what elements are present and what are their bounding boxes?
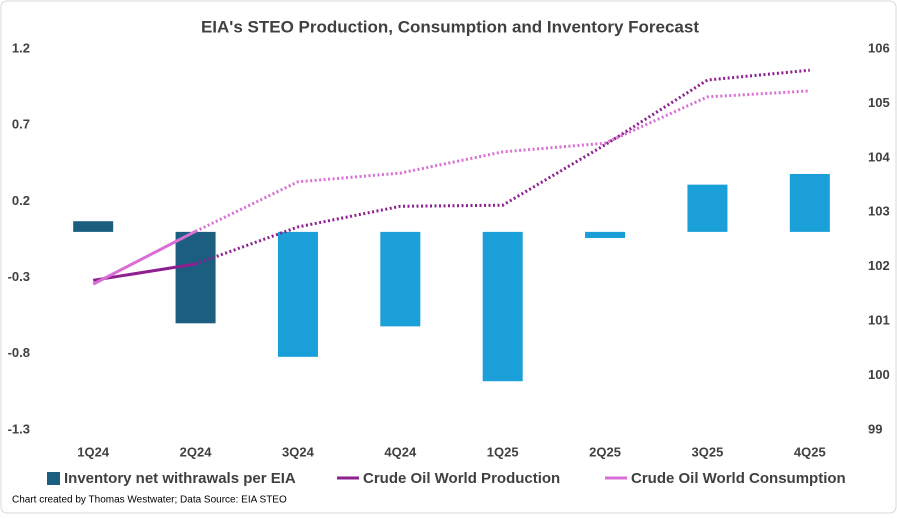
bar [482,231,523,382]
y2-tick-label: 102 [868,258,890,273]
bar [73,221,114,232]
legend-label: Inventory net withrawals per EIA [64,470,296,487]
x-tick-label: 1Q24 [77,444,110,459]
chart-title: EIA's STEO Production, Consumption and I… [201,17,699,36]
y2-tick-label: 101 [868,313,890,328]
x-tick-label: 4Q24 [384,444,417,459]
y-tick-label: -0.3 [8,269,30,284]
y2-tick-label: 106 [868,40,890,55]
y2-tick-label: 105 [868,95,890,110]
x-tick-label: 3Q24 [282,444,315,459]
bar [380,231,421,327]
legend-label: Crude Oil World Production [363,470,560,487]
y2-tick-label: 104 [868,149,890,164]
y2-tick-label: 103 [868,204,890,219]
x-tick-label: 3Q25 [692,444,724,459]
x-tick-label: 2Q24 [180,444,213,459]
x-tick-label: 4Q25 [794,444,826,459]
bar [175,231,216,324]
bar [277,231,318,357]
y2-tick-label: 100 [868,367,890,382]
x-tick-label: 1Q25 [487,444,519,459]
line [92,262,196,282]
bar [687,184,728,232]
y2-tick-label: 99 [868,421,882,436]
bar [789,173,830,232]
footnote: Chart created by Thomas Westwater; Data … [12,495,287,506]
line [92,230,197,286]
y-tick-label: 0.7 [12,117,30,132]
y-tick-label: -1.3 [8,421,30,436]
x-tick-label: 2Q25 [589,444,621,459]
line [195,68,810,266]
legend-swatch [47,472,60,485]
y-tick-label: -0.8 [8,345,30,360]
y-tick-label: 1.2 [12,40,30,55]
bar [585,231,626,238]
y-tick-label: 0.2 [12,193,30,208]
line [194,89,810,233]
legend-label: Crude Oil World Consumption [631,470,846,487]
